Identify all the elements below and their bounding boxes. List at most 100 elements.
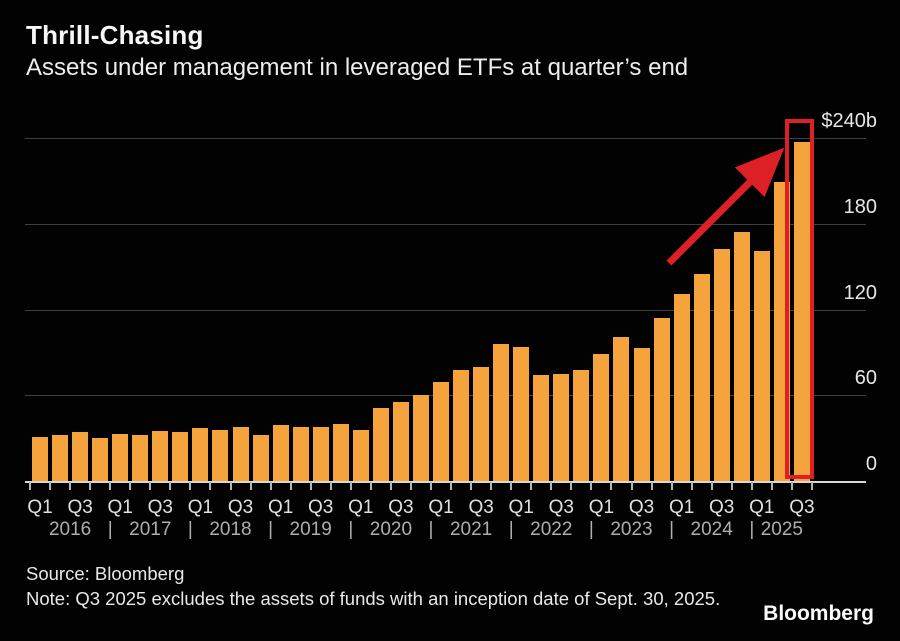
year-label-2025: 2025 (760, 519, 804, 540)
x-tick (810, 482, 813, 490)
gridline-180 (25, 223, 866, 225)
bar-q2-2023 (613, 336, 630, 481)
x-tick (730, 482, 733, 490)
x-tick (490, 482, 493, 490)
bar-q1-2025 (753, 250, 770, 481)
quarter-label-q1-2018: Q1 (187, 497, 214, 518)
y-tick-label-240: $240b (821, 110, 877, 132)
x-tick (570, 482, 573, 490)
bar-q4-2020 (412, 395, 429, 481)
bar-q4-2017 (172, 432, 189, 481)
bar-q2-2020 (372, 408, 389, 481)
bar-q3-2022 (553, 373, 570, 481)
x-tick (750, 482, 753, 490)
x-tick (710, 482, 713, 490)
y-tick-label-0: 0 (865, 453, 877, 475)
x-tick (189, 482, 192, 490)
bar-q3-2018 (232, 426, 249, 481)
quarter-label-q1-2016: Q1 (27, 497, 53, 518)
quarter-label-q3-2017: Q3 (147, 497, 173, 518)
bar-q2-2018 (212, 429, 229, 481)
bar-q2-2024 (693, 273, 710, 481)
bar-q1-2024 (673, 293, 690, 481)
x-tick (389, 482, 392, 490)
quarter-label-q1-2019: Q1 (267, 497, 294, 518)
x-tick (409, 482, 412, 490)
chart-title: Thrill-Chasing (26, 20, 204, 50)
bar-q1-2017 (112, 433, 129, 481)
trend-arrow-icon (666, 147, 785, 266)
x-tick (349, 482, 352, 490)
x-tick (89, 482, 92, 490)
bar-q4-2019 (332, 423, 349, 481)
x-tick (510, 482, 513, 490)
x-tick (369, 482, 372, 490)
bar-q4-2016 (92, 438, 109, 481)
quarter-label-q3-2020: Q3 (388, 497, 414, 518)
x-tick (550, 482, 553, 490)
x-tick (69, 482, 72, 490)
bar-q2-2017 (132, 435, 149, 481)
x-tick (289, 482, 292, 490)
gridline-240 (25, 138, 866, 139)
x-tick (209, 482, 212, 490)
quarter-label-q3-2025: Q3 (789, 497, 815, 518)
year-separator: | (588, 519, 594, 540)
quarter-label-q3-2018: Q3 (227, 497, 254, 518)
y-tick-label-180: 180 (843, 195, 877, 218)
year-label-2021: 2021 (449, 519, 493, 540)
bar-q3-2023 (633, 348, 650, 481)
chart-subtitle: Assets under management in leveraged ETF… (26, 54, 689, 81)
quarter-label-q3-2023: Q3 (628, 497, 655, 518)
year-separator: | (107, 519, 113, 540)
year-label-2018: 2018 (209, 519, 252, 540)
y-tick-label-120: 120 (843, 281, 877, 304)
quarter-label-q3-2016: Q3 (67, 497, 93, 518)
bar-q4-2022 (573, 369, 590, 481)
bar-q3-2021 (473, 366, 490, 481)
year-label-2017: 2017 (129, 519, 172, 540)
bar-q4-2021 (493, 343, 510, 481)
x-tick (450, 482, 453, 490)
highlight-box (785, 119, 814, 479)
quarter-label-q1-2021: Q1 (428, 497, 454, 518)
year-separator: | (268, 519, 274, 540)
x-tick (670, 482, 673, 490)
bar-q1-2023 (593, 353, 610, 481)
quarter-label-q1-2017: Q1 (107, 497, 133, 518)
x-tick (129, 482, 132, 490)
x-tick (650, 482, 653, 490)
quarter-label-q1-2020: Q1 (348, 497, 374, 518)
quarter-label-q3-2022: Q3 (548, 497, 574, 518)
bar-q3-2017 (152, 430, 169, 481)
year-separator: | (508, 519, 514, 540)
year-separator: | (348, 519, 354, 540)
bar-q3-2016 (72, 432, 89, 481)
note-text: Note: Q3 2025 excludes the assets of fun… (26, 588, 721, 609)
quarter-label-q3-2021: Q3 (468, 497, 494, 518)
bar-q2-2022 (533, 375, 550, 481)
quarter-label-q1-2024: Q1 (668, 497, 695, 518)
bar-q4-2018 (252, 435, 269, 481)
x-tick (590, 482, 593, 490)
bar-q3-2019 (312, 426, 329, 481)
bar-q1-2018 (192, 428, 209, 481)
year-separator: | (669, 519, 675, 540)
x-tick (29, 482, 31, 490)
year-label-2024: 2024 (690, 519, 733, 540)
x-tick (49, 482, 52, 490)
x-tick (430, 482, 432, 490)
year-label-2022: 2022 (530, 519, 573, 540)
x-tick (610, 482, 613, 490)
year-label-2020: 2020 (369, 519, 413, 540)
x-tick (690, 482, 693, 490)
x-tick (530, 482, 533, 490)
quarter-label-q1-2022: Q1 (508, 497, 534, 518)
bar-q1-2022 (513, 346, 530, 481)
bar-q3-2024 (713, 249, 730, 481)
x-tick (790, 482, 793, 490)
year-label-2019: 2019 (289, 519, 332, 540)
bar-q3-2025 (793, 142, 810, 481)
